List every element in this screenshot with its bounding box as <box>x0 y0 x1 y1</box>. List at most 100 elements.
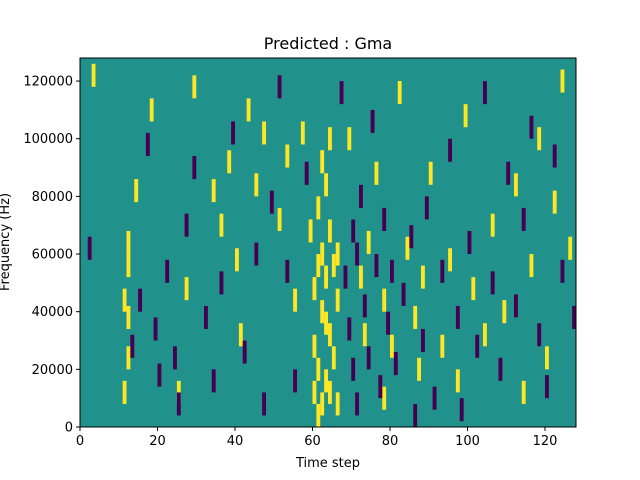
heatmap-cell-high <box>320 392 325 416</box>
heatmap-cell-high <box>122 380 127 404</box>
heatmap-cell-low <box>293 369 298 393</box>
heatmap-cell-low <box>390 259 394 283</box>
heatmap-cell-low <box>572 305 577 329</box>
heatmap-cell-high <box>91 63 96 87</box>
heatmap-cell-low <box>359 184 363 208</box>
heatmap-cell-high <box>545 346 549 370</box>
heatmap-cell-high <box>300 121 305 145</box>
heatmap-cell-high <box>328 219 332 243</box>
x-tick-label: 100 <box>455 434 480 449</box>
heatmap-cell-low <box>448 138 453 162</box>
heatmap-cell-high <box>254 173 259 197</box>
heatmap-cell-low <box>304 161 309 185</box>
y-tick-label: 40000 <box>32 305 73 320</box>
x-tick-label: 80 <box>382 434 399 449</box>
heatmap-cell-low <box>521 207 526 231</box>
heatmap-cell-high <box>324 369 329 393</box>
heatmap-cell-low <box>529 115 534 139</box>
heatmap-cell-high <box>331 254 336 278</box>
heatmap-cell-low <box>483 81 487 105</box>
heatmap-cell-high <box>293 288 298 312</box>
heatmap-cell-low <box>409 225 414 249</box>
heatmap-cell-low <box>176 392 181 416</box>
heatmap-cell-high <box>184 277 189 301</box>
heatmap-cell-high <box>149 98 154 122</box>
heatmap-cell-high <box>335 288 340 312</box>
heatmap-cell-high <box>490 213 495 237</box>
heatmap-cell-high <box>347 127 352 151</box>
heatmap-cell-high <box>211 179 216 203</box>
heatmap-cell-high <box>312 334 317 358</box>
heatmap-cell-low <box>552 144 557 168</box>
heatmap-cell-high <box>560 69 565 93</box>
heatmap-cell-high <box>192 75 197 99</box>
x-tick-label: 60 <box>304 434 321 449</box>
y-tick-label: 100000 <box>23 132 73 147</box>
heatmap-cell-low <box>87 236 92 260</box>
heatmap-cell-high <box>316 196 321 220</box>
y-tick-label: 20000 <box>32 363 73 378</box>
heatmap-cell-high <box>227 150 232 174</box>
heatmap-cell-high <box>471 277 476 301</box>
heatmap-cell-low <box>378 375 383 399</box>
x-tick-label: 120 <box>533 434 558 449</box>
heatmap-cell-high <box>417 357 422 381</box>
heatmap-cell-high <box>382 288 387 312</box>
heatmap-cell-low <box>165 259 170 283</box>
heatmap-cell-high <box>312 380 317 404</box>
heatmap-cell-low <box>475 334 480 358</box>
y-tick-label: 60000 <box>32 248 73 263</box>
heatmap-cell-high <box>514 173 518 197</box>
heatmap-cell-low <box>145 132 150 157</box>
heatmap-cell-high <box>448 248 453 272</box>
heatmap-cell-low <box>545 375 549 399</box>
heatmap-cell-low <box>355 392 360 416</box>
heatmap-cell-high <box>126 346 131 370</box>
heatmap-cell-low <box>362 294 367 318</box>
heatmap-cell-low <box>370 109 375 133</box>
heatmap-cell-low <box>506 161 511 185</box>
heatmap-cell-high <box>320 242 325 266</box>
heatmap-cell-high <box>405 236 410 260</box>
heatmap-cell-low <box>498 357 503 381</box>
heatmap-cell-high <box>335 242 340 266</box>
heatmap-cell-low <box>277 75 282 99</box>
heatmap-cell-low <box>455 305 460 329</box>
heatmap-cell-high <box>324 173 329 197</box>
heatmap-cell-low <box>351 357 356 381</box>
heatmap-cell-high <box>413 305 418 329</box>
plot-frame <box>79 57 577 428</box>
x-tick-label: 20 <box>149 434 166 449</box>
heatmap-cell-low <box>459 398 464 422</box>
heatmap-cell-high <box>382 386 387 410</box>
heatmap-cell-high <box>320 300 325 324</box>
heatmap-cell-high <box>320 150 325 174</box>
heatmap-cell-low <box>157 363 162 387</box>
heatmap-cell-low <box>432 386 437 410</box>
heatmap-cell-low <box>130 334 135 358</box>
heatmap-cell-high <box>359 265 363 289</box>
heatmap-cell-low <box>374 254 379 278</box>
heatmap-cell-high <box>521 380 526 404</box>
y-axis-ticks: 0 20000 40000 60000 80000 100000 120000 <box>23 75 80 436</box>
x-axis-ticks: 0 20 40 60 80 100 120 <box>76 427 558 449</box>
heatmap-cell-high <box>328 323 332 347</box>
heatmap-cell-low <box>424 196 429 220</box>
heatmap-cells <box>87 63 577 427</box>
heatmap-cell-low <box>382 207 387 231</box>
heatmap-cell-high <box>262 121 267 145</box>
heatmap-cell-high <box>328 127 332 151</box>
heatmap-cell-low <box>231 121 236 145</box>
heatmap-cell-high <box>362 323 367 347</box>
heatmap-cell-high <box>122 288 127 312</box>
heatmap-cell-low <box>467 230 472 255</box>
heatmap-cell-high <box>312 277 317 301</box>
heatmap-cell-high <box>366 230 371 255</box>
heatmap-cell-low <box>138 288 143 312</box>
heatmap-cell-high <box>440 334 445 358</box>
chart-title: Predicted : Gma <box>264 34 392 53</box>
heatmap-cell-high <box>428 161 433 185</box>
heatmap-cell-high <box>238 323 243 347</box>
heatmap-cell-high <box>552 190 557 214</box>
heatmap-cell-high <box>374 161 379 185</box>
